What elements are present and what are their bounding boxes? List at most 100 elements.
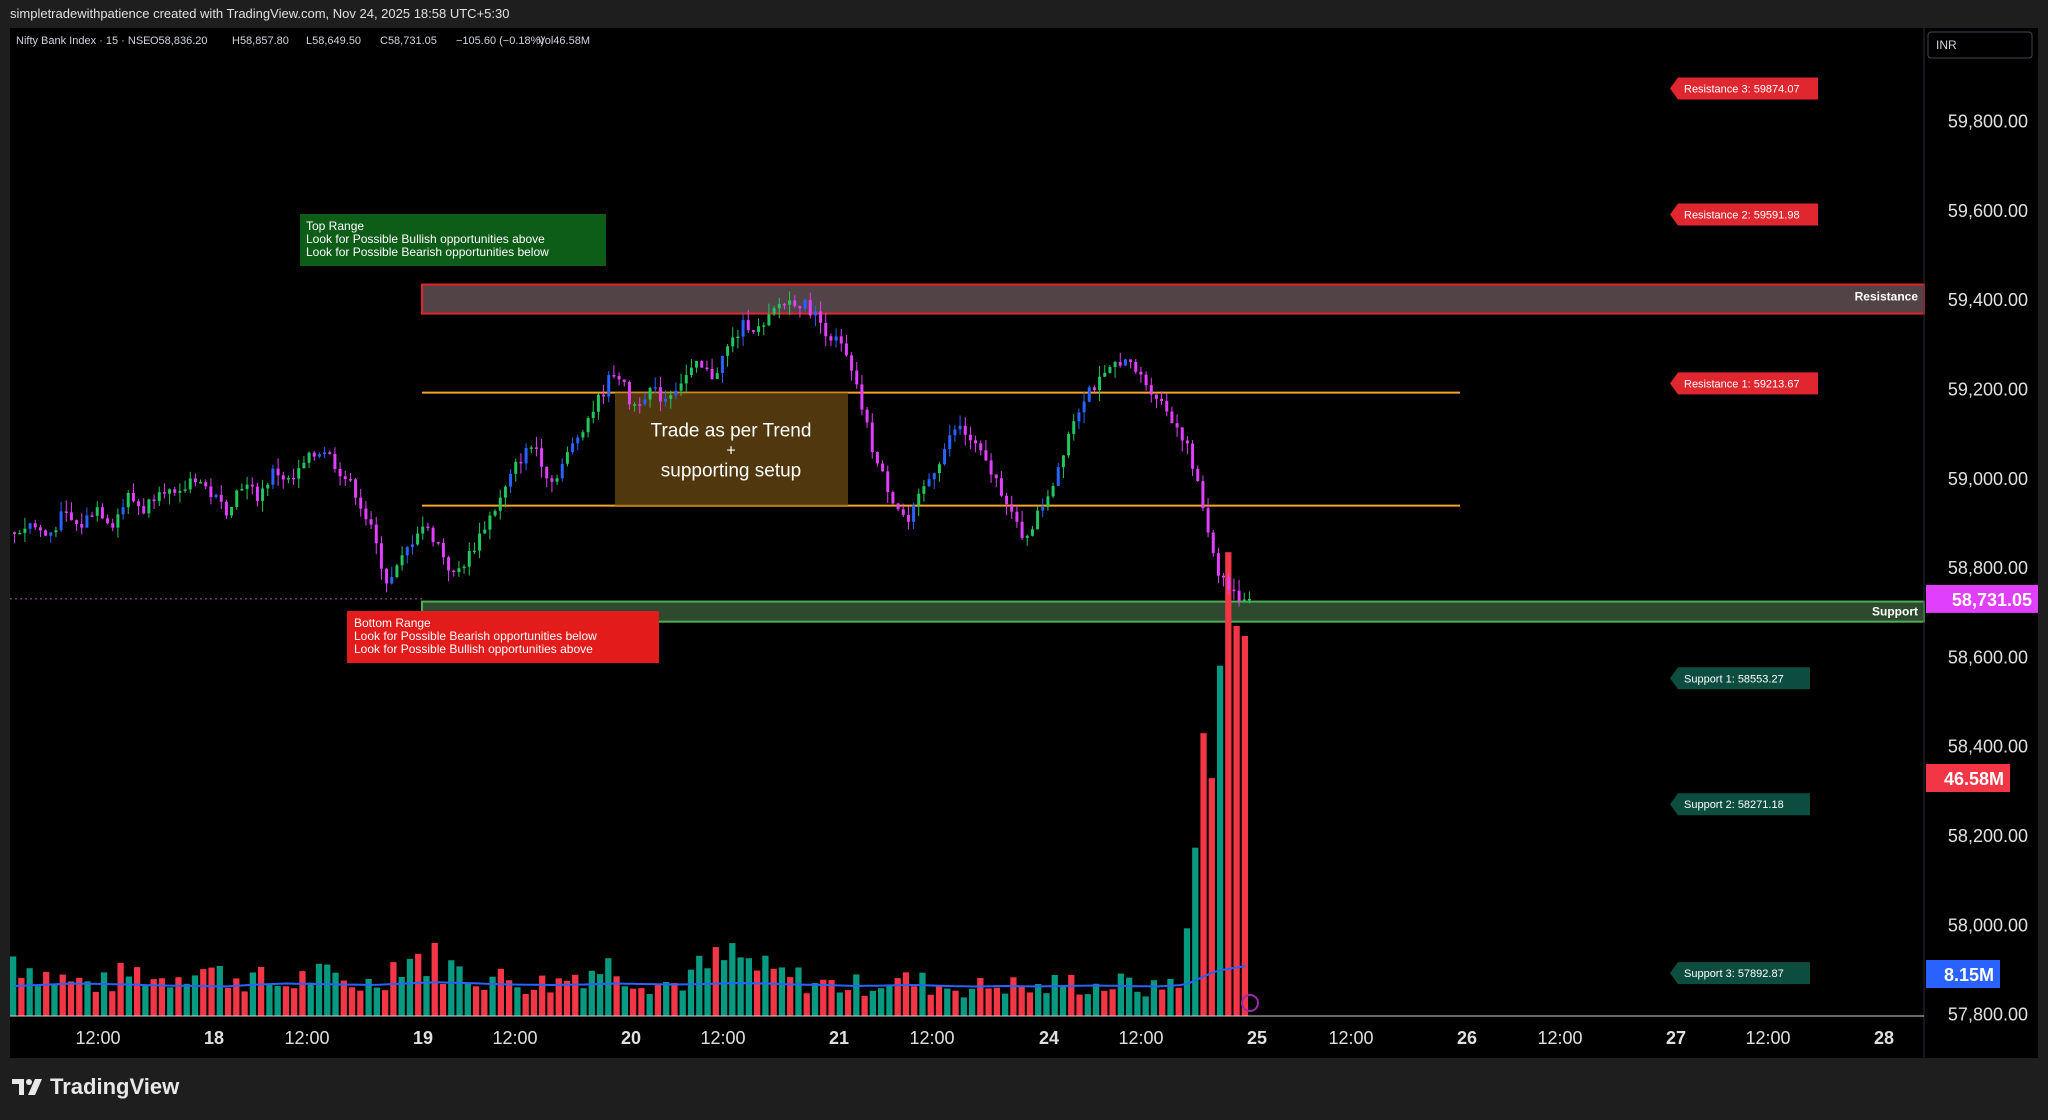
volume-bar: [266, 983, 273, 1016]
volume-bar: [125, 976, 132, 1016]
candle-body: [695, 360, 699, 368]
candle-body: [974, 440, 978, 444]
candle-body: [1092, 387, 1096, 391]
candle-body: [638, 404, 642, 406]
candle-body: [679, 383, 683, 391]
currency-button[interactable]: [1927, 31, 2033, 59]
level-tag-support-2: [1670, 793, 1810, 816]
candle-body: [90, 515, 94, 517]
candle-body: [1160, 398, 1164, 402]
candle-body: [855, 370, 859, 385]
volume-bar: [1200, 733, 1207, 1016]
volume-bar: [894, 978, 901, 1016]
x-tick-label: 12:00: [284, 1028, 329, 1048]
volume-last-badge: [1926, 764, 2010, 792]
volume-bar: [638, 988, 645, 1016]
candle-body: [705, 367, 709, 370]
candle-body: [230, 507, 234, 516]
candle-body: [364, 508, 368, 520]
candle-body: [545, 466, 549, 479]
y-tick-label: 57,800.00: [1948, 1005, 2028, 1025]
volume-bar: [630, 988, 637, 1016]
candle-body: [359, 497, 363, 509]
volume-bar: [456, 966, 463, 1016]
tradingview-logo[interactable]: TradingView: [12, 1074, 179, 1100]
candle-body: [100, 507, 104, 519]
volume-bar: [10, 956, 17, 1016]
top-range-text: Look for Possible Bullish opportunities …: [306, 232, 545, 246]
candle-body: [1129, 359, 1133, 362]
candle-body: [1185, 440, 1189, 444]
candle-body: [782, 303, 786, 306]
candle-body: [416, 533, 420, 545]
candle-body: [1170, 411, 1174, 424]
candle-body: [720, 355, 724, 374]
volume-bar: [315, 963, 323, 1016]
candle-body: [565, 452, 569, 464]
volume-bar: [357, 990, 364, 1016]
candle-body: [979, 443, 983, 451]
candle-body: [963, 425, 967, 435]
candle-body: [937, 464, 941, 474]
volume-bar: [324, 964, 331, 1016]
y-tick-label: 58,800.00: [1948, 558, 2028, 578]
chart-area[interactable]: Resistance Support Trade as per Trend + supp…: [10, 28, 2038, 1058]
volume-bar: [150, 979, 157, 1016]
candle-body: [571, 443, 575, 453]
candle-body: [850, 355, 854, 371]
x-tick-label: 12:00: [1537, 1028, 1582, 1048]
candle-body: [824, 322, 828, 337]
candle-body: [1232, 589, 1236, 592]
x-tick-label: 21: [829, 1028, 849, 1048]
candle-body: [85, 515, 89, 528]
volume-bar: [18, 977, 25, 1016]
candle-body: [173, 489, 177, 493]
candle-body: [483, 529, 487, 534]
candle-body: [772, 308, 776, 315]
candle-body: [142, 506, 146, 514]
candle-body: [927, 479, 931, 487]
candle-body: [726, 346, 730, 356]
candle-body: [431, 527, 435, 543]
level-tag-resistance-2: [1670, 203, 1818, 226]
volume-bar: [720, 960, 728, 1016]
candle-body: [250, 484, 254, 487]
level-tag-support-1: [1670, 667, 1810, 690]
candle-body: [901, 509, 905, 515]
candle-body: [410, 544, 414, 548]
candle-body: [111, 523, 115, 528]
candle-body: [1020, 521, 1024, 538]
candle-body: [1098, 376, 1102, 391]
candle-body: [581, 432, 585, 438]
chart-svg[interactable]: Resistance Support Trade as per Trend+supp…: [10, 28, 2038, 1058]
candle-body: [312, 452, 316, 457]
candle-body: [1165, 401, 1169, 412]
bottom-range-callout: [347, 611, 659, 663]
candle-body: [762, 325, 766, 327]
candle-body: [1015, 511, 1019, 522]
volume-bar: [952, 990, 959, 1016]
volume-bar: [200, 969, 207, 1016]
candle-body: [550, 478, 554, 482]
volume-bar: [307, 982, 314, 1016]
volume-bar: [390, 962, 397, 1016]
candle-body: [813, 311, 817, 316]
ohlc-volume: Vol46.58M: [538, 35, 590, 47]
volume-bar: [712, 947, 719, 1016]
level-tag-resistance-1: [1670, 77, 1818, 100]
candle-body: [803, 300, 807, 309]
volume-bar: [671, 983, 678, 1016]
candle-body: [137, 501, 141, 507]
volume-bar: [613, 976, 620, 1016]
candle-body: [33, 523, 37, 528]
candle-body: [214, 494, 218, 498]
lightning-icon[interactable]: [1241, 994, 1259, 1012]
candle-body: [1247, 598, 1251, 601]
ohlc-change: −105.60 (−0.18%): [456, 35, 544, 47]
volume-bar: [415, 953, 422, 1016]
candle-body: [302, 462, 306, 469]
footer: TradingView: [0, 1058, 2048, 1120]
candle-body: [881, 463, 885, 472]
volume-bar: [869, 990, 876, 1016]
candle-body: [607, 375, 611, 397]
